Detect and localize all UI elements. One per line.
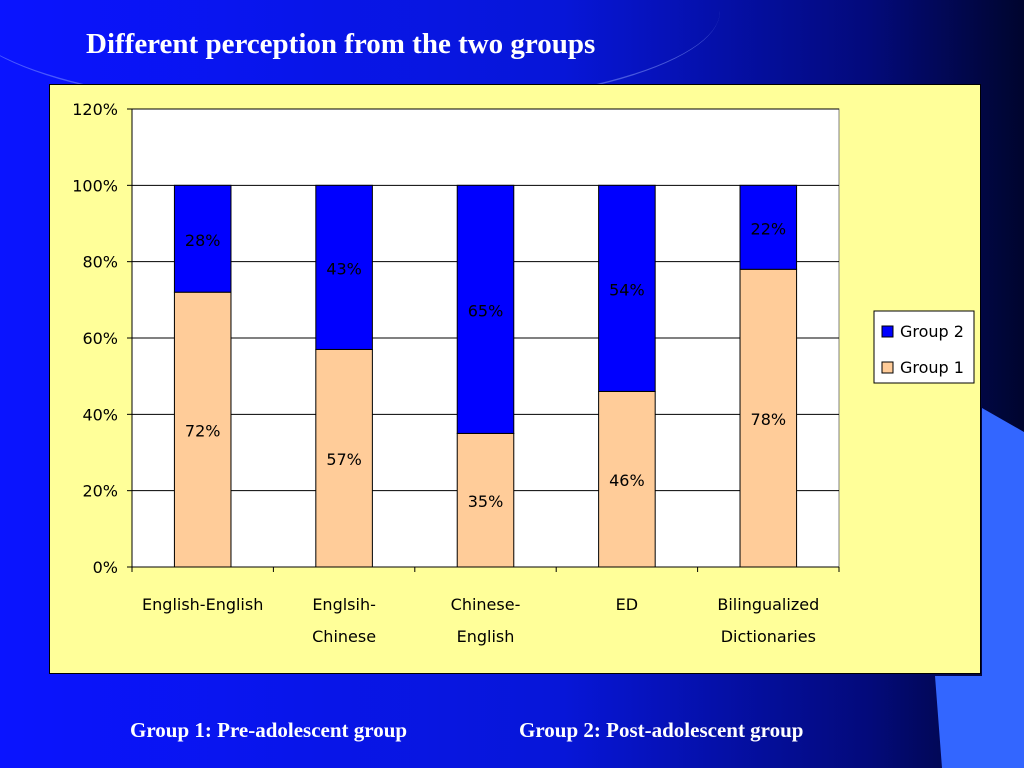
data-label: 28% <box>185 231 221 250</box>
bar-group-2 <box>739 184 798 270</box>
data-label: 72% <box>185 422 221 441</box>
data-label: 54% <box>609 280 645 299</box>
data-label: 35% <box>468 492 504 511</box>
bar-group-2 <box>456 184 515 434</box>
bar-group-2 <box>315 184 373 350</box>
x-category-label: Chinese- <box>451 595 521 614</box>
footnote-group-1: Group 1: Pre-adolescent group <box>130 718 408 742</box>
bar-group-2 <box>598 184 656 392</box>
x-category-label: Chinese <box>312 627 376 646</box>
y-tick-label: 120% <box>72 100 118 119</box>
data-label: 43% <box>326 259 362 278</box>
bar-group-1 <box>456 432 515 568</box>
chart-panel: 0% 20% 40% 60% 80% 100% 120% 72% 28% English-Engl… <box>49 84 981 674</box>
data-label: 65% <box>468 301 504 320</box>
x-category-label: Dictionaries <box>721 627 816 646</box>
data-label: 22% <box>751 219 787 238</box>
legend-swatch <box>881 325 894 338</box>
legend-label: Group 2 <box>900 322 964 341</box>
x-category-label: ED <box>616 595 638 614</box>
x-category-label: Bilingualized <box>717 595 819 614</box>
y-tick-label: 20% <box>82 482 118 501</box>
data-label: 78% <box>751 410 787 429</box>
slide-title: Different perception from the two groups <box>86 28 596 60</box>
bar-group-1 <box>598 390 656 568</box>
data-label: 46% <box>609 471 645 490</box>
footnote-group-2: Group 2: Post-adolescent group <box>519 718 804 742</box>
legend-swatch <box>881 361 894 374</box>
bar-group-2 <box>173 184 232 293</box>
y-tick-label: 40% <box>82 405 118 424</box>
x-category-label: English <box>457 627 515 646</box>
legend-label: Group 1 <box>900 358 964 377</box>
y-tick-label: 80% <box>82 253 118 272</box>
y-tick-label: 60% <box>82 329 118 348</box>
bar-group-1 <box>739 268 798 568</box>
x-category-label: English-English <box>142 595 263 614</box>
y-tick-label: 100% <box>72 176 118 195</box>
data-label: 57% <box>326 450 362 469</box>
stacked-bar-chart: 0% 20% 40% 60% 80% 100% 120% 72% 28% English-Engl… <box>72 100 975 646</box>
y-tick-label: 0% <box>93 558 118 577</box>
x-category-label: Englsih- <box>312 595 376 614</box>
bar-group-1 <box>315 348 373 568</box>
